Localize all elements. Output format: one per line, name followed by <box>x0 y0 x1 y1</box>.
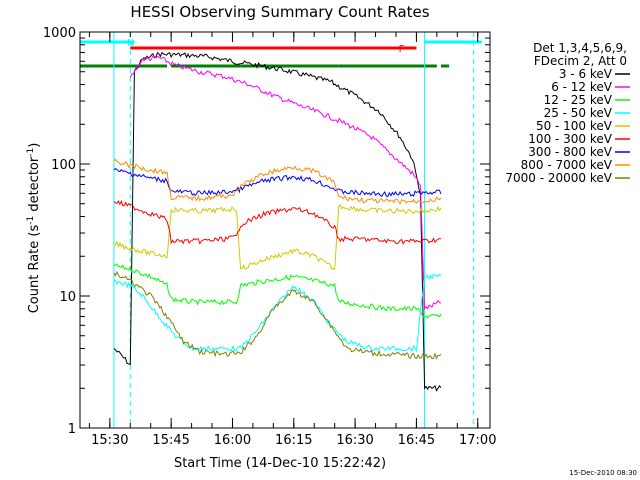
series-line <box>113 203 442 270</box>
y-axis-label-mid: detector <box>27 156 42 216</box>
y-axis-label-end: ) <box>27 143 42 148</box>
x-tick-label: 16:00 <box>214 433 251 448</box>
series-line <box>113 167 442 198</box>
y-axis-label-sup2: -1 <box>26 148 36 157</box>
chart-title: HESSI Observing Summary Count Rates <box>130 3 429 21</box>
series-line <box>113 158 442 205</box>
series-line <box>113 263 442 319</box>
y-tick-label: 10 <box>59 290 76 305</box>
y-axis-label-text: Count Rate (s <box>27 225 42 314</box>
legend-entry-label: 300 - 800 keV <box>528 145 612 159</box>
legend-entry-label: 50 - 100 keV <box>536 119 613 133</box>
series-line <box>129 55 442 311</box>
legend-header-line-2: FDecim 2, Att 0 <box>534 54 627 68</box>
series-lines <box>113 51 442 392</box>
legend-header-line-1: Det 1,3,4,5,6,9, <box>533 41 627 55</box>
x-tick-label: 17:00 <box>459 433 496 448</box>
series-line <box>113 51 442 392</box>
legend: Det 1,3,4,5,6,9, FDecim 2, Att 0 3 - 6 k… <box>505 41 630 185</box>
legend-entry-label: 12 - 25 keV <box>544 93 613 107</box>
legend-entry-label: 7000 - 20000 keV <box>505 171 612 185</box>
footer-timestamp: 15-Dec-2010 08:30 <box>569 469 637 477</box>
series-line <box>113 199 441 245</box>
y-axis-label-sup1: -1 <box>26 216 36 225</box>
series-line <box>113 273 442 353</box>
flag-bar-label: F <box>399 44 405 55</box>
y-tick-label: 100 <box>51 158 76 173</box>
y-tick-label: 1000 <box>43 26 76 41</box>
legend-entry-label: 3 - 6 keV <box>559 67 613 81</box>
y-tick-label: 1 <box>68 422 76 437</box>
x-tick-label: 16:45 <box>398 433 435 448</box>
x-tick-label: 15:30 <box>91 433 128 448</box>
x-axis-label: Start Time (14-Dec-10 15:22:42) <box>174 456 386 471</box>
axes: 15:30 15:45 16:00 16:15 16:30 16:45 17:00 1 10 10… <box>43 26 497 448</box>
series-line <box>113 270 442 360</box>
x-tick-label: 16:15 <box>275 433 312 448</box>
y-axis-label: Count Rate (s-1 detector-1) <box>26 143 42 314</box>
plot-frame <box>79 31 491 429</box>
legend-entry-label: 25 - 50 keV <box>544 106 613 120</box>
x-tick-label: 16:30 <box>336 433 373 448</box>
legend-entry-label: 800 - 7000 keV <box>521 158 613 172</box>
x-tick-label: 15:45 <box>152 433 189 448</box>
legend-entry-label: 6 - 12 keV <box>551 80 613 94</box>
vertical-markers <box>113 32 475 428</box>
legend-entry-label: 100 - 300 keV <box>528 132 612 146</box>
